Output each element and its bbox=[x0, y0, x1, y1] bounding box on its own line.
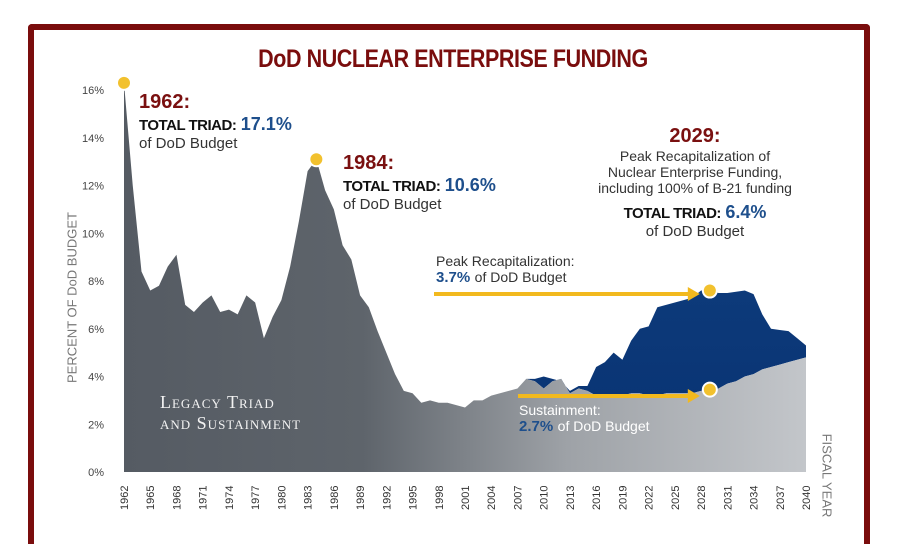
annotation-value: 3.7% bbox=[436, 269, 471, 286]
annotation-sub: of DoD Budget bbox=[645, 223, 745, 240]
annotation-1962: 1962: TOTAL TRIAD: 17.1% of DoD Budget bbox=[139, 91, 292, 152]
x-tick-label: 1980 bbox=[276, 486, 288, 510]
arrow-sustainment-head bbox=[687, 389, 700, 403]
y-tick-label: 10% bbox=[82, 228, 104, 240]
annotation-2029: 2029: Peak Recapitalization of Nuclear E… bbox=[585, 125, 805, 240]
x-axis-title: FISCAL YEAR bbox=[819, 433, 835, 518]
x-tick-label: 2040 bbox=[801, 486, 813, 510]
y-tick-label: 12% bbox=[82, 181, 104, 193]
arrow-peak-recap-head bbox=[687, 287, 700, 301]
x-tick-label: 2022 bbox=[644, 486, 656, 510]
series-area-legacy bbox=[124, 82, 806, 473]
x-tick-label: 2010 bbox=[539, 486, 551, 510]
y-tick-label: 2% bbox=[88, 419, 104, 431]
annotation-sub: of DoD Budget bbox=[557, 418, 650, 434]
x-tick-label: 2028 bbox=[696, 486, 708, 510]
chart-title: DoD NUCLEAR ENTERPRISE FUNDING bbox=[258, 45, 648, 73]
annotation-sustainment: Sustainment: 2.7% of DoD Budget bbox=[519, 402, 650, 436]
annotation-1984: 1984: TOTAL TRIAD: 10.6% of DoD Budget bbox=[343, 152, 496, 213]
x-tick-label: 1971 bbox=[198, 486, 210, 510]
marker-1962 bbox=[116, 74, 132, 91]
x-tick-label: 2016 bbox=[591, 486, 603, 510]
x-tick-label: 2025 bbox=[670, 486, 682, 510]
x-tick-label: 1962 bbox=[119, 486, 131, 510]
x-tick-label: 2004 bbox=[486, 486, 498, 510]
annotation-value: 10.6% bbox=[444, 175, 496, 195]
marker-2029-total bbox=[701, 282, 718, 299]
x-tick-label: 1998 bbox=[434, 486, 446, 510]
annotation-label: TOTAL TRIAD: bbox=[623, 205, 722, 222]
annotation-year: 1962: bbox=[139, 91, 191, 113]
annotation-sub: of DoD Budget bbox=[139, 135, 238, 152]
x-tick-label: 1989 bbox=[355, 486, 367, 510]
x-tick-label: 1968 bbox=[171, 486, 183, 510]
annotation-desc-line: Peak Recapitalization of bbox=[619, 148, 771, 164]
y-tick-label: 6% bbox=[88, 324, 104, 336]
chart-svg: 0% 2% 4% 6% 8% 10% 12% 14% 16% 1962 1965 1968 1971 19… bbox=[82, 74, 813, 510]
x-tick-label: 2007 bbox=[512, 486, 524, 510]
x-tick-label: 1983 bbox=[303, 486, 315, 510]
marker-2029-sustainment bbox=[701, 381, 718, 398]
marker-1984 bbox=[308, 151, 325, 168]
x-tick-label: 1992 bbox=[381, 486, 393, 510]
annotation-title: Peak Recapitalization: bbox=[436, 253, 575, 269]
area-label-legacy: Legacy Triad and Sustainment bbox=[160, 392, 301, 434]
x-tick-label: 2034 bbox=[749, 486, 761, 510]
x-tick-label: 2031 bbox=[722, 486, 734, 510]
annotation-desc-line: Nuclear Enterprise Funding, bbox=[607, 164, 783, 180]
annotation-value: 17.1% bbox=[240, 114, 292, 134]
area-label-line: and Sustainment bbox=[160, 413, 302, 433]
annotation-peak-recap: Peak Recapitalization: 3.7% of DoD Budge… bbox=[436, 253, 575, 287]
annotation-label: TOTAL TRIAD: bbox=[343, 178, 441, 195]
y-tick-label: 8% bbox=[88, 276, 104, 288]
y-tick-label: 16% bbox=[82, 85, 104, 97]
annotation-sub: of DoD Budget bbox=[343, 196, 442, 213]
annotation-year: 2029: bbox=[669, 125, 721, 147]
x-tick-label: 1977 bbox=[250, 486, 262, 510]
x-tick-label: 2037 bbox=[775, 486, 787, 510]
annotation-value: 2.7% bbox=[519, 418, 554, 435]
x-tick-label: 1974 bbox=[224, 486, 236, 510]
annotation-label: TOTAL TRIAD: bbox=[139, 117, 237, 134]
y-tick-label: 14% bbox=[82, 133, 104, 145]
x-tick-label: 1986 bbox=[329, 486, 341, 510]
y-tick-label: 0% bbox=[88, 467, 104, 479]
x-tick-label: 2013 bbox=[565, 486, 577, 510]
x-tick-label: 1995 bbox=[408, 486, 420, 510]
annotation-title: Sustainment: bbox=[519, 402, 601, 418]
series-area-recapitalization bbox=[526, 290, 806, 398]
annotation-value: 6.4% bbox=[725, 202, 767, 222]
x-tick-label: 1965 bbox=[145, 486, 157, 510]
annotation-desc-line: including 100% of B-21 funding bbox=[598, 180, 792, 196]
x-tick-label: 2019 bbox=[617, 486, 629, 510]
y-tick-label: 4% bbox=[88, 372, 104, 384]
y-axis-title: PERCENT OF DoD BUDGET bbox=[64, 212, 80, 383]
annotation-year: 1984: bbox=[343, 152, 395, 174]
x-tick-label: 2001 bbox=[460, 486, 472, 510]
area-label-line: Legacy Triad bbox=[160, 392, 275, 412]
annotation-sub: of DoD Budget bbox=[474, 269, 567, 285]
